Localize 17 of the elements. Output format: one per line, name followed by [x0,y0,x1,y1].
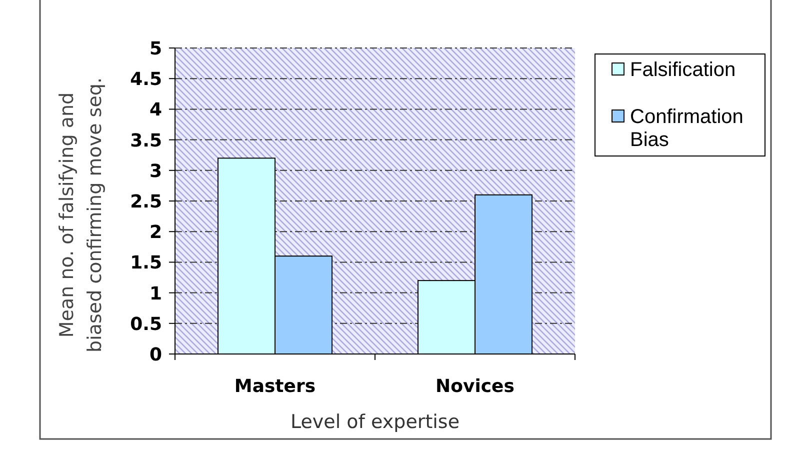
y-tick-label: 2.5 [130,191,162,212]
y-tick-label: 5 [149,38,162,60]
y-tick-label: 0.5 [130,314,162,335]
y-tick-label: 4 [149,100,162,121]
legend-label: Confirmation Bias [630,106,744,151]
x-axis-title: Level of expertise [290,411,460,433]
y-tick-label: 1 [149,283,162,304]
y-tick-label: 3 [149,160,162,182]
y-tick-label: 0 [149,344,162,366]
x-tick-label: Masters [234,376,316,397]
y-tick-label: 1.5 [130,252,162,274]
y-tick-label: 3.5 [130,130,162,152]
y-tick-label: 4.5 [130,69,162,90]
legend-label: Falsification [630,59,736,81]
x-tick-label: Novices [436,376,514,397]
y-axis-title: Mean no. of falsifying and biased confirming move seq. [56,78,106,352]
y-tick-label: 2 [149,222,162,244]
